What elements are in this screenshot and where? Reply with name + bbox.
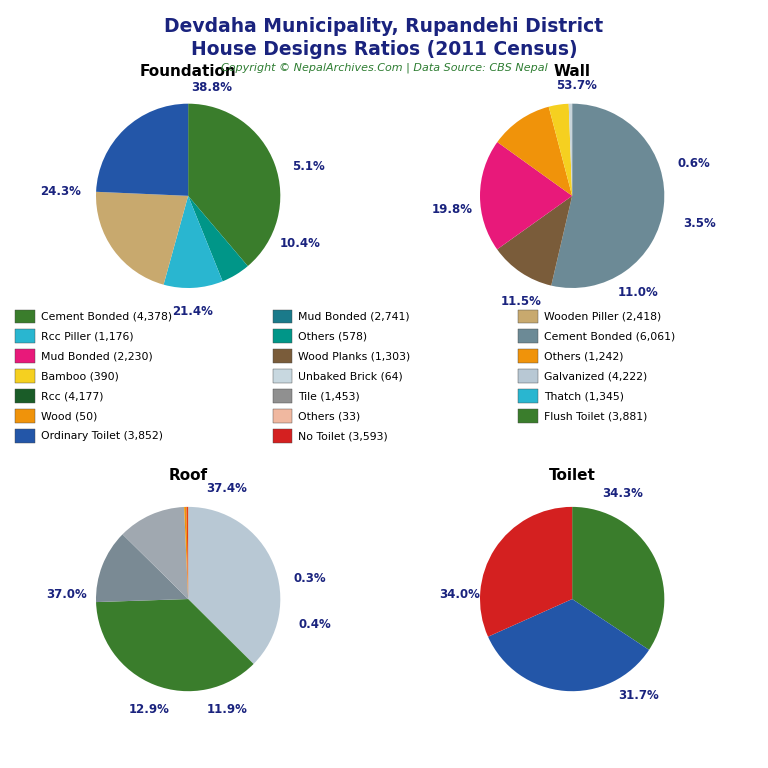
Text: 34.0%: 34.0%	[439, 588, 480, 601]
Title: Toilet: Toilet	[548, 468, 596, 482]
Wedge shape	[96, 192, 188, 285]
Text: Thatch (1,345): Thatch (1,345)	[544, 391, 624, 402]
Wedge shape	[96, 535, 188, 602]
Text: Rcc (4,177): Rcc (4,177)	[41, 391, 103, 402]
Text: 5.1%: 5.1%	[292, 160, 324, 173]
Wedge shape	[498, 107, 572, 196]
Wedge shape	[568, 104, 572, 196]
Wedge shape	[480, 142, 572, 250]
Text: 11.0%: 11.0%	[618, 286, 659, 299]
Wedge shape	[96, 104, 188, 196]
Text: Wood (50): Wood (50)	[41, 411, 97, 422]
Text: 3.5%: 3.5%	[683, 217, 716, 230]
Text: 34.3%: 34.3%	[602, 487, 644, 499]
Text: Others (578): Others (578)	[298, 331, 367, 342]
Text: 53.7%: 53.7%	[556, 79, 598, 91]
Title: Wall: Wall	[554, 65, 591, 79]
Wedge shape	[488, 599, 649, 691]
Text: 0.6%: 0.6%	[677, 157, 710, 170]
Text: 37.0%: 37.0%	[46, 588, 87, 601]
Wedge shape	[188, 196, 248, 281]
Text: 11.5%: 11.5%	[501, 296, 542, 308]
Text: Cement Bonded (6,061): Cement Bonded (6,061)	[544, 331, 675, 342]
Text: Ordinary Toilet (3,852): Ordinary Toilet (3,852)	[41, 431, 163, 442]
Wedge shape	[572, 507, 664, 650]
Wedge shape	[548, 104, 572, 196]
Title: Roof: Roof	[169, 468, 207, 482]
Text: 31.7%: 31.7%	[618, 690, 659, 702]
Wedge shape	[187, 507, 188, 599]
Text: Mud Bonded (2,230): Mud Bonded (2,230)	[41, 351, 153, 362]
Text: 0.4%: 0.4%	[299, 618, 332, 631]
Text: Devdaha Municipality, Rupandehi District: Devdaha Municipality, Rupandehi District	[164, 17, 604, 36]
Text: Tile (1,453): Tile (1,453)	[298, 391, 359, 402]
Text: 19.8%: 19.8%	[432, 204, 473, 216]
Text: 10.4%: 10.4%	[280, 237, 321, 250]
Wedge shape	[96, 599, 253, 691]
Text: Others (33): Others (33)	[298, 411, 360, 422]
Text: Others (1,242): Others (1,242)	[544, 351, 624, 362]
Text: Wood Planks (1,303): Wood Planks (1,303)	[298, 351, 410, 362]
Wedge shape	[188, 507, 280, 664]
Wedge shape	[480, 507, 572, 637]
Wedge shape	[164, 196, 223, 288]
Text: No Toilet (3,593): No Toilet (3,593)	[298, 431, 388, 442]
Wedge shape	[188, 104, 280, 266]
Text: 11.9%: 11.9%	[207, 703, 247, 716]
Wedge shape	[551, 104, 664, 288]
Text: 12.9%: 12.9%	[129, 703, 170, 716]
Wedge shape	[184, 507, 188, 599]
Text: Mud Bonded (2,741): Mud Bonded (2,741)	[298, 311, 409, 322]
Text: 21.4%: 21.4%	[172, 305, 214, 317]
Text: Copyright © NepalArchives.Com | Data Source: CBS Nepal: Copyright © NepalArchives.Com | Data Sou…	[220, 63, 548, 74]
Wedge shape	[123, 507, 188, 599]
Text: 0.3%: 0.3%	[293, 572, 326, 585]
Text: Rcc Piller (1,176): Rcc Piller (1,176)	[41, 331, 134, 342]
Text: Bamboo (390): Bamboo (390)	[41, 371, 118, 382]
Wedge shape	[497, 196, 572, 286]
Text: 24.3%: 24.3%	[41, 185, 81, 197]
Text: Unbaked Brick (64): Unbaked Brick (64)	[298, 371, 402, 382]
Text: Flush Toilet (3,881): Flush Toilet (3,881)	[544, 411, 647, 422]
Text: 38.8%: 38.8%	[190, 81, 232, 94]
Text: Galvanized (4,222): Galvanized (4,222)	[544, 371, 647, 382]
Text: Wooden Piller (2,418): Wooden Piller (2,418)	[544, 311, 661, 322]
Text: 37.4%: 37.4%	[207, 482, 247, 495]
Text: Cement Bonded (4,378): Cement Bonded (4,378)	[41, 311, 172, 322]
Title: Foundation: Foundation	[140, 65, 237, 79]
Text: House Designs Ratios (2011 Census): House Designs Ratios (2011 Census)	[190, 40, 578, 59]
